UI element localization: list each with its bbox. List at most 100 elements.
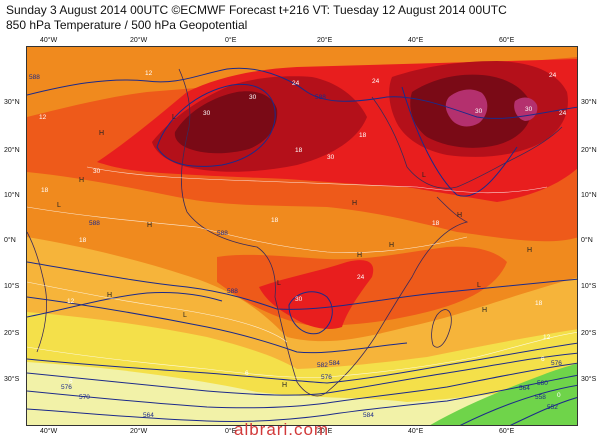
high-mark-8: H — [107, 292, 112, 299]
temp-label-6: 6 — [541, 356, 545, 363]
tick-top-40w: 40°W — [40, 37, 58, 44]
high-mark-11: H — [282, 382, 287, 389]
tick-right-30n: 30°N — [581, 99, 597, 106]
band-cold-green — [430, 363, 577, 425]
temp-label-18: 18 — [271, 217, 279, 224]
isotherm-12 — [27, 281, 288, 343]
band-red-south-africa — [259, 260, 374, 329]
tick-right-20s: 20°S — [581, 330, 597, 337]
low-mark-5: L — [477, 282, 481, 289]
temperature-map: H H H H H H H H H H H L L L L L L 588 58… — [27, 47, 577, 425]
high-mark-4: H — [352, 200, 357, 207]
tick-right-10n: 10°N — [581, 192, 597, 199]
watermark: albrari.com — [234, 420, 330, 439]
band-pale-yellow — [27, 362, 577, 425]
tick-bottom-60e: 60°E — [499, 428, 515, 435]
contour-580 — [27, 342, 577, 384]
contour-588-north — [27, 67, 577, 119]
temp-label-6: 6 — [245, 370, 249, 377]
temp-label-6: 6 — [69, 378, 73, 385]
contour-label-576: 576 — [321, 374, 332, 381]
tick-right-20n: 20°N — [581, 147, 597, 154]
temp-label-18: 18 — [432, 220, 440, 227]
contour-584 — [27, 261, 577, 310]
tick-top-60e: 60°E — [499, 37, 515, 44]
temp-label-12: 12 — [39, 114, 47, 121]
contour-label-564: 564 — [143, 412, 154, 419]
temp-label-24: 24 — [357, 274, 365, 281]
temp-label-30: 30 — [525, 106, 533, 113]
coastline-africa — [178, 68, 469, 397]
contour-label-552: 552 — [547, 404, 558, 411]
contour-label-588: 588 — [29, 74, 40, 81]
tick-bottom-20w: 20°W — [130, 428, 148, 435]
temp-label-12: 12 — [543, 334, 551, 341]
temp-label-30: 30 — [327, 154, 335, 161]
tick-top-40e: 40°E — [408, 37, 424, 44]
isotherm-6 — [27, 332, 577, 378]
tick-left-0n: 0°N — [4, 237, 16, 244]
temp-label-12: 12 — [145, 70, 153, 77]
temp-label-12: 12 — [67, 298, 75, 305]
temp-label-24: 24 — [549, 72, 557, 79]
temp-label-18: 18 — [535, 300, 543, 307]
contour-label-588: 588 — [217, 230, 228, 237]
contour-label-582: 582 — [317, 362, 328, 369]
tick-left-30s: 30°S — [4, 376, 20, 383]
contour-label-576: 576 — [551, 360, 562, 367]
contour-label-576: 576 — [61, 384, 72, 391]
temp-label-30: 30 — [203, 110, 211, 117]
high-mark-6: H — [457, 212, 462, 219]
temp-label-30: 30 — [295, 296, 303, 303]
contour-label-584: 584 — [329, 360, 340, 367]
tick-top-20w: 20°W — [130, 37, 148, 44]
tick-bottom-40w: 40°W — [40, 428, 58, 435]
high-mark-3: H — [147, 222, 152, 229]
temp-label-0: 0 — [557, 392, 561, 399]
tick-left-10n: 10°N — [4, 192, 20, 199]
tick-top-0e: 0°E — [225, 37, 237, 44]
chart-title: Sunday 3 August 2014 00UTC ©ECMWF Foreca… — [6, 3, 507, 17]
low-mark-3: L — [277, 280, 281, 287]
temp-label-30: 30 — [249, 94, 257, 101]
tick-left-20n: 20°N — [4, 147, 20, 154]
tick-top-20e: 20°E — [317, 37, 333, 44]
map-panel: H H H H H H H H H H H L L L L L L 588 58… — [26, 46, 578, 426]
temp-label-18: 18 — [359, 132, 367, 139]
high-mark-5: H — [389, 242, 394, 249]
coastline-south-america — [27, 231, 47, 353]
temp-label-24: 24 — [559, 110, 567, 117]
temp-label-30: 30 — [475, 108, 483, 115]
tick-right-10s: 10°S — [581, 283, 597, 290]
tick-left-20s: 20°S — [4, 330, 20, 337]
contour-label-580: 580 — [537, 380, 548, 387]
contour-label-584: 584 — [363, 412, 374, 419]
isotherm-18 — [27, 206, 468, 253]
contour-588-arabia — [401, 86, 518, 197]
contour-582 — [27, 296, 408, 354]
tick-left-10s: 10°S — [4, 283, 20, 290]
temp-label-18: 18 — [79, 237, 87, 244]
chart-subtitle: 850 hPa Temperature / 500 hPa Geopotenti… — [6, 18, 248, 32]
temp-label-30: 30 — [93, 168, 101, 175]
contour-552 — [510, 397, 577, 425]
contour-label-564: 564 — [519, 385, 530, 392]
high-mark-1: H — [99, 130, 104, 137]
tick-bottom-40e: 40°E — [408, 428, 424, 435]
contour-label-558: 558 — [535, 394, 546, 401]
contour-label-570: 570 — [79, 394, 90, 401]
high-mark-9: H — [357, 252, 362, 259]
high-mark-2: H — [79, 177, 84, 184]
tick-left-30n: 30°N — [4, 99, 20, 106]
contour-564 — [27, 374, 577, 423]
high-mark-10: H — [482, 307, 487, 314]
temp-label-24: 24 — [372, 78, 380, 85]
temp-label-18: 18 — [295, 147, 303, 154]
coastline-madagascar — [431, 309, 452, 348]
contour-label-588: 588 — [227, 288, 238, 295]
tick-bottom-0e: 0°E — [225, 428, 237, 435]
contour-558 — [459, 384, 577, 425]
band-maroon-sahara — [174, 91, 278, 154]
isotherm-30 — [86, 166, 548, 194]
low-mark-2: L — [57, 202, 61, 209]
